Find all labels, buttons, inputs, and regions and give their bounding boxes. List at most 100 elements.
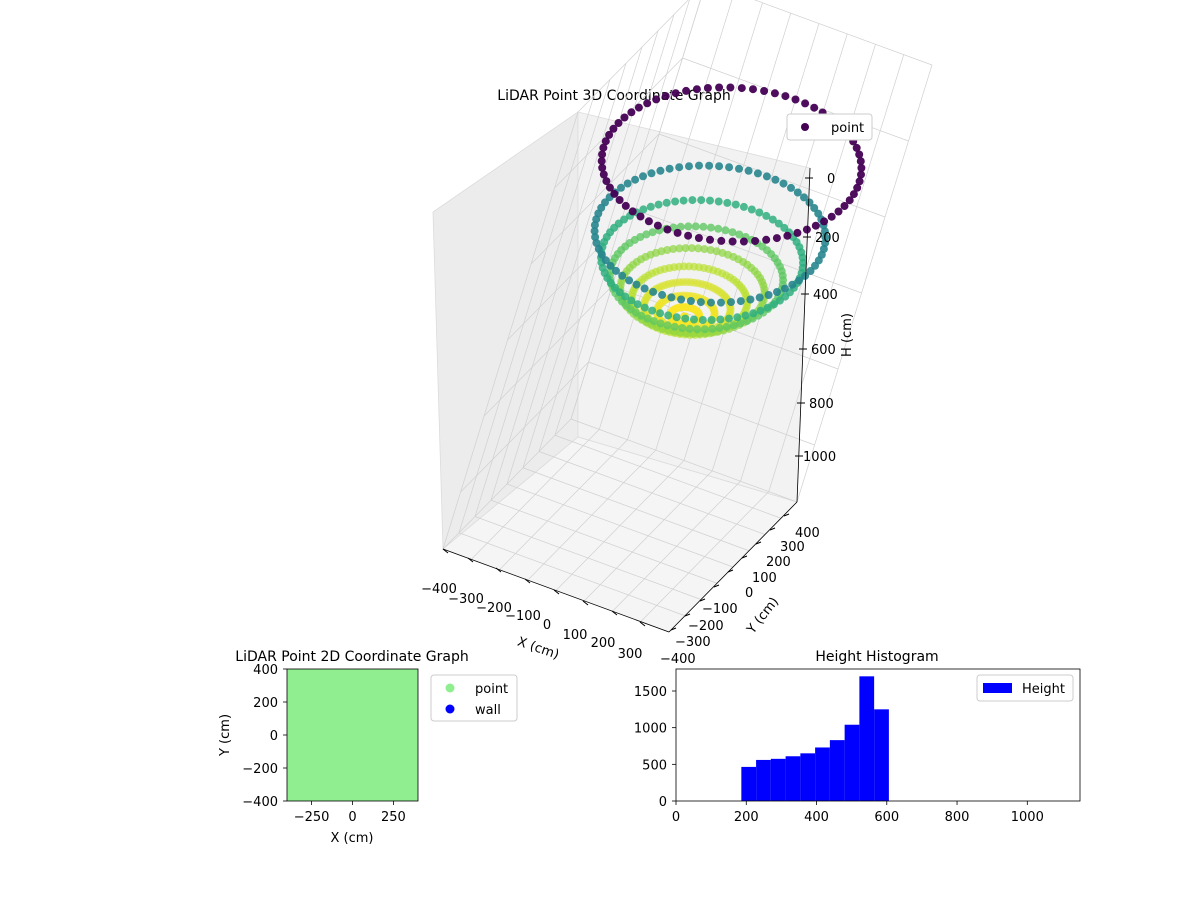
chart-2d: LiDAR Point 2D Coordinate Graph −250 0 250… [218, 649, 518, 846]
y-tick-label: 200 [766, 555, 791, 570]
data-point-3d [656, 166, 665, 175]
data-point-3d [793, 228, 802, 237]
chart-3d: LiDAR Point 3D Coordinate Graph −400 −30… [421, 0, 933, 667]
gridline-3d [577, 0, 689, 113]
data-point-3d [783, 231, 792, 240]
data-point-3d [717, 298, 725, 307]
data-point-3d [694, 234, 703, 242]
data-point-3d [753, 169, 762, 178]
histogram-bar [785, 756, 801, 801]
legend-3d-box [786, 113, 873, 141]
data-point-3d [605, 130, 614, 139]
histogram-bar [815, 747, 830, 801]
y-tick-label: −100 [702, 602, 738, 617]
data-point-3d [640, 303, 649, 312]
data-point-3d [706, 246, 715, 254]
data-point-3d [648, 306, 657, 315]
z-tick-label: 400 [813, 288, 838, 303]
data-point-3d [670, 322, 679, 331]
data-point-3d [631, 175, 640, 184]
gridline-3d [506, 483, 734, 568]
data-point-3d [597, 250, 606, 259]
x-tick-mark [553, 589, 560, 595]
data-point-3d [658, 290, 667, 299]
data-point-3d [612, 266, 620, 275]
data-point-3d [770, 300, 778, 309]
y-tick-label-hist: 1000 [634, 722, 667, 737]
data-point-3d [694, 244, 703, 253]
data-point-3d [671, 197, 680, 206]
data-point-3d [598, 150, 607, 159]
data-point-3d [696, 298, 705, 307]
gridline-3d [711, 33, 848, 471]
data-point-3d [695, 161, 703, 170]
x-tick-label-hist: 400 [804, 810, 829, 825]
data-point-3d [628, 207, 637, 216]
data-point-3d [664, 311, 673, 320]
plot-frame-hist [675, 668, 1081, 802]
data-point-3d [621, 201, 630, 210]
data-point-3d [625, 276, 634, 285]
data-point-3d [806, 267, 815, 275]
data-point-3d [609, 124, 618, 133]
data-point-3d [598, 163, 607, 172]
data-point-3d [654, 200, 663, 209]
data-point-3d [749, 309, 758, 318]
histogram-bars [741, 676, 889, 801]
data-point-3d [663, 321, 672, 330]
data-point-3d [791, 95, 800, 104]
data-point-3d [793, 188, 802, 197]
y-tick-mark [741, 555, 748, 559]
data-point-3d [706, 223, 715, 232]
data-point-3d [716, 315, 725, 324]
data-point-3d [717, 236, 726, 245]
y-tick-mark [670, 627, 677, 631]
x-tick-label: −100 [505, 609, 541, 624]
data-point-3d [855, 150, 864, 159]
data-point-3d [715, 162, 724, 171]
data-point-3d [675, 163, 684, 172]
data-point-3d [775, 296, 784, 305]
data-point-3d [755, 293, 764, 302]
data-point-3d [774, 219, 783, 228]
data-point-3d [672, 313, 681, 322]
x-tick-label-hist: 800 [945, 810, 970, 825]
data-point-3d [643, 314, 652, 323]
data-point-3d [681, 314, 690, 323]
legend-3d-label: point [831, 121, 864, 136]
data-point-3d [599, 143, 608, 152]
data-point-3d [810, 103, 819, 112]
data-point-3d [686, 297, 695, 305]
gridline-3d [442, 111, 579, 550]
data-point-3d [656, 309, 665, 318]
legend-wall-label: wall [475, 703, 501, 718]
data-point-3d [723, 198, 732, 207]
data-point-3d [727, 298, 735, 307]
data-point-3d [590, 221, 599, 230]
data-point-3d [617, 183, 625, 192]
data-point-3d [728, 228, 737, 237]
data-point-3d [682, 86, 691, 95]
point-fill-area [287, 669, 418, 801]
legend-hist-box [976, 674, 1074, 702]
gridline-3d [460, 361, 589, 493]
data-point-3d [601, 256, 610, 265]
z-tick-label: 600 [811, 343, 836, 358]
x-tick-mark [582, 600, 589, 606]
data-point-3d [647, 169, 656, 178]
y-tick-label-2d: 200 [253, 696, 278, 711]
data-point-3d [840, 202, 849, 210]
histogram-bar [800, 753, 816, 801]
data-point-3d [857, 170, 865, 179]
data-point-3d [755, 208, 764, 217]
y-tick-label: 400 [795, 526, 820, 541]
histogram-title: Height Histogram [815, 649, 938, 665]
data-point-3d [821, 233, 830, 242]
x-tick-label: −400 [421, 582, 457, 597]
data-point-3d [661, 92, 670, 101]
data-point-3d [705, 161, 714, 170]
chart-2d-title: LiDAR Point 2D Coordinate Graph [235, 649, 468, 665]
data-point-3d [615, 196, 624, 204]
gridline-3d [588, 361, 815, 446]
